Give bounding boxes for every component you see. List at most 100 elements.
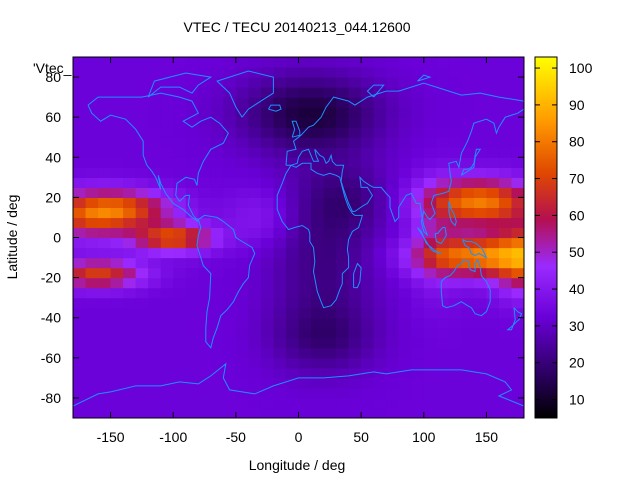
heatmap-cell: [160, 277, 174, 289]
heatmap-cell: [235, 127, 249, 138]
heatmap-cell: [323, 267, 337, 279]
heatmap-cell: [386, 107, 400, 118]
heatmap-cell: [85, 127, 99, 138]
heatmap-cell: [223, 87, 237, 98]
heatmap-cell: [73, 237, 87, 249]
heatmap-cell: [311, 67, 325, 78]
heatmap-cell: [235, 257, 249, 269]
heatmap-cell: [398, 67, 412, 78]
heatmap-cell: [260, 217, 275, 229]
heatmap-cell: [273, 337, 287, 349]
coastline-segment: [285, 82, 524, 166]
heatmap-cell: [223, 237, 237, 249]
heatmap-cell: [98, 57, 112, 68]
heatmap-cell: [285, 137, 300, 148]
heatmap-cell: [298, 137, 312, 148]
heatmap-cell: [298, 377, 312, 389]
heatmap-cell: [73, 257, 87, 269]
heatmap-cell: [85, 317, 99, 329]
heatmap-cell: [148, 187, 162, 198]
heatmap-cell: [398, 257, 412, 269]
heatmap-cell: [160, 157, 174, 168]
heatmap-cell: [436, 67, 450, 78]
heatmap-cell: [285, 87, 300, 98]
heatmap-cell: [386, 317, 400, 329]
heatmap-cell: [311, 137, 325, 148]
heatmap-cell: [348, 247, 362, 259]
heatmap-cell: [210, 127, 224, 138]
heatmap-cell: [486, 137, 500, 148]
heatmap-cell: [235, 77, 249, 88]
heatmap-cell: [273, 367, 287, 379]
coastline-segment: [353, 262, 362, 289]
heatmap-cell: [210, 237, 224, 249]
heatmap-cell: [235, 197, 249, 209]
heatmap-cell: [110, 387, 124, 399]
heatmap-cell: [373, 357, 387, 369]
coastline-segment: [366, 84, 385, 98]
heatmap-cell: [461, 137, 475, 148]
heatmap-cell: [398, 157, 412, 168]
heatmap-cell: [210, 117, 224, 128]
heatmap-cell: [185, 307, 199, 319]
heatmap-cell: [110, 227, 124, 239]
colorbar-tick-label: 90: [569, 97, 585, 113]
heatmap-cell: [160, 327, 174, 339]
heatmap-cell: [160, 87, 174, 98]
heatmap-cell: [160, 217, 174, 229]
heatmap-cell: [248, 187, 262, 198]
heatmap-cell: [235, 157, 249, 168]
heatmap-cell: [223, 117, 237, 128]
y-tick-label: -80: [41, 390, 61, 406]
heatmap-cell: [285, 97, 300, 108]
heatmap-cell: [411, 407, 425, 418]
heatmap-cell: [260, 177, 275, 188]
heatmap-cell: [498, 67, 513, 78]
heatmap-cell: [273, 67, 287, 78]
heatmap-cell: [110, 67, 124, 78]
heatmap-cell: [361, 87, 375, 98]
heatmap-cell: [498, 107, 513, 118]
y-tick-label: 80: [45, 69, 61, 85]
heatmap-cell: [223, 77, 237, 88]
heatmap-cell: [411, 147, 425, 158]
heatmap-cell: [311, 407, 325, 418]
heatmap-cell: [411, 127, 425, 138]
heatmap-cell: [498, 137, 513, 148]
heatmap-cell: [461, 307, 475, 319]
heatmap-cell: [336, 337, 350, 349]
heatmap-cell: [448, 237, 462, 249]
heatmap-cell: [160, 227, 174, 239]
x-tick-label: 0: [295, 429, 303, 445]
heatmap-cell: [511, 347, 524, 359]
heatmap-cell: [511, 107, 524, 118]
heatmap-cell: [135, 287, 149, 299]
heatmap-cell: [336, 327, 350, 339]
heatmap-cell: [398, 107, 412, 118]
heatmap-cell: [260, 347, 275, 359]
heatmap-cell: [285, 357, 300, 369]
heatmap-cell: [110, 107, 124, 118]
heatmap-cell: [285, 407, 300, 418]
heatmap-cell: [511, 357, 524, 369]
heatmap-cell: [448, 217, 462, 229]
heatmap-cell: [386, 127, 400, 138]
heatmap-cell: [336, 317, 350, 329]
heatmap-cell: [273, 87, 287, 98]
heatmap-cell: [260, 297, 275, 309]
heatmap-cell: [486, 237, 500, 249]
heatmap-cell: [135, 177, 149, 188]
heatmap-cell: [436, 107, 450, 118]
heatmap-cell: [198, 167, 212, 178]
heatmap-cell: [260, 337, 275, 349]
heatmap-cell: [498, 397, 513, 409]
coastline-segment: [87, 92, 229, 222]
heatmap-cell: [436, 227, 450, 239]
heatmap-cell: [398, 377, 412, 389]
heatmap-cell: [348, 217, 362, 229]
heatmap-cell: [336, 347, 350, 359]
heatmap-cell: [135, 197, 149, 209]
heatmap-cell: [98, 247, 112, 259]
heatmap-cell: [85, 137, 99, 148]
heatmap-cell: [123, 177, 137, 188]
